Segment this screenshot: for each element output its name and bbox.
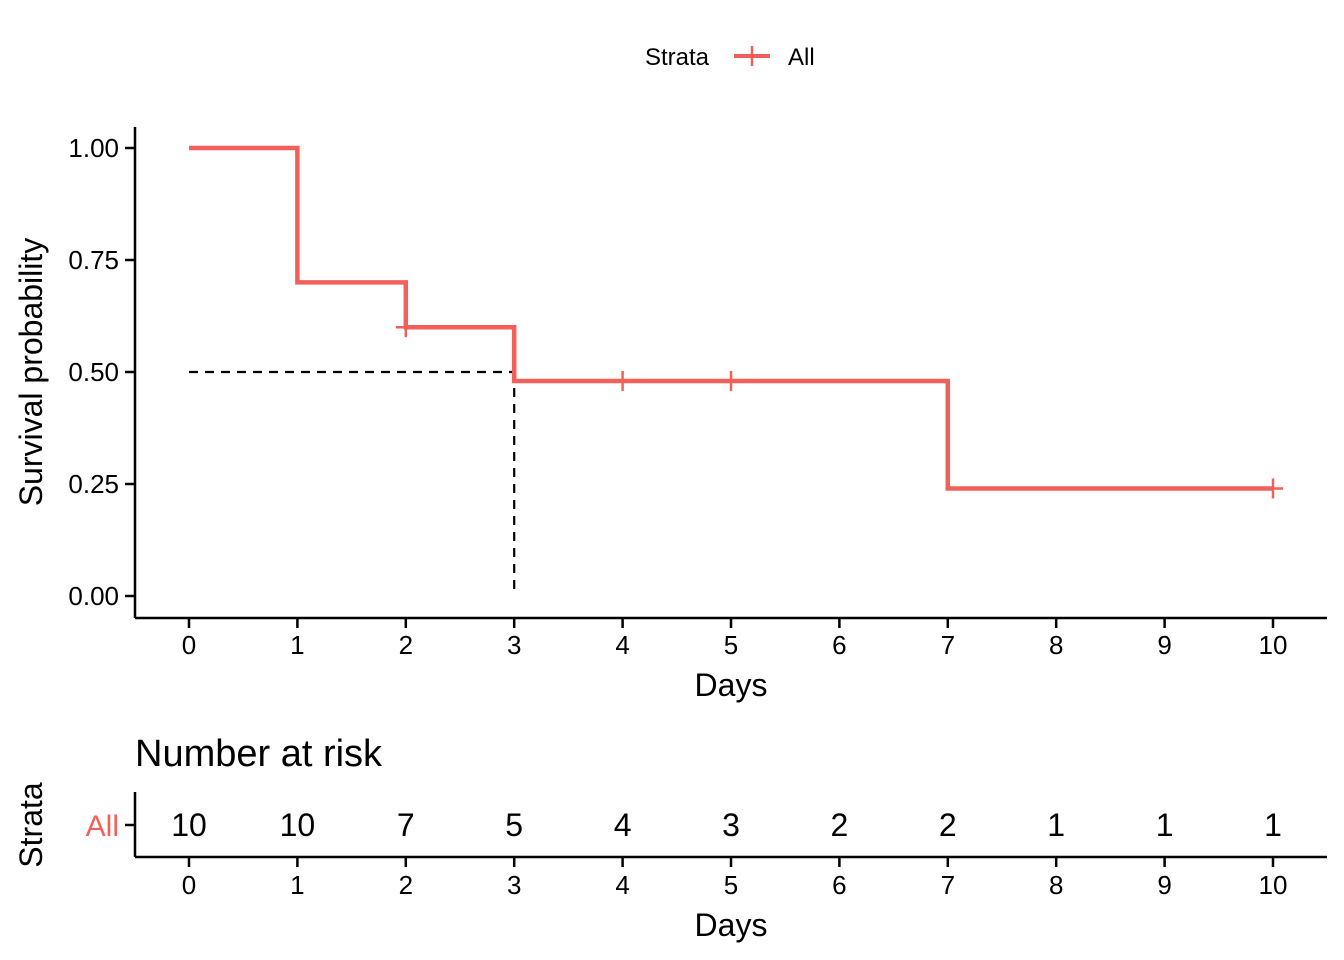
risk-value: 4 [614, 807, 632, 843]
risk-y-axis-title: Strata [13, 782, 49, 868]
risk-x-tick-label: 0 [182, 870, 196, 900]
risk-value: 10 [171, 807, 207, 843]
risk-table-rows: All 10 10 7 5 4 3 2 2 1 1 1 [86, 807, 1282, 843]
risk-x-tick-label: 5 [724, 870, 738, 900]
y-axis-ticks: 0.00 0.25 0.50 0.75 1.00 [68, 133, 135, 611]
risk-x-axis-ticks: 0 1 2 3 4 5 6 7 8 9 10 [182, 857, 1288, 900]
y-tick-label: 1.00 [68, 133, 119, 163]
survival-plot: 0.00 0.25 0.50 0.75 1.00 0 1 2 3 4 5 6 7 8 9 10 Days S… [13, 127, 1327, 703]
legend-label: All [788, 44, 815, 71]
risk-value: 5 [505, 807, 523, 843]
x-tick-label: 2 [399, 630, 413, 660]
risk-value: 7 [397, 807, 415, 843]
median-survival-lines [189, 370, 516, 596]
legend: Strata All [645, 44, 815, 71]
risk-table: Number at risk All 10 10 7 5 4 3 2 2 1 1 1 0 1 2 3 4 5 6 7… [13, 733, 1327, 943]
risk-table-title: Number at risk [135, 733, 383, 775]
x-tick-label: 10 [1259, 630, 1288, 660]
risk-value: 2 [831, 807, 849, 843]
risk-x-tick-label: 6 [832, 870, 846, 900]
risk-value: 1 [1047, 807, 1065, 843]
risk-value: 1 [1264, 807, 1282, 843]
x-tick-label: 4 [615, 630, 629, 660]
y-axis-title: Survival probability [13, 238, 49, 507]
censor-mark [721, 370, 741, 391]
x-tick-label: 5 [724, 630, 738, 660]
risk-x-tick-label: 10 [1259, 870, 1288, 900]
x-axis-ticks: 0 1 2 3 4 5 6 7 8 9 10 [182, 618, 1288, 660]
x-tick-label: 7 [941, 630, 955, 660]
x-tick-label: 0 [182, 630, 196, 660]
y-tick-label: 0.25 [68, 469, 119, 499]
risk-x-tick-label: 3 [507, 870, 521, 900]
censor-mark [1263, 478, 1283, 499]
risk-x-tick-label: 8 [1049, 870, 1063, 900]
x-tick-label: 3 [507, 630, 521, 660]
y-tick-label: 0.75 [68, 245, 119, 275]
x-axis-title: Days [695, 667, 768, 703]
risk-x-tick-label: 7 [941, 870, 955, 900]
risk-x-tick-label: 2 [399, 870, 413, 900]
risk-value: 3 [722, 807, 740, 843]
y-tick-label: 0.50 [68, 357, 119, 387]
risk-x-axis-title: Days [695, 907, 768, 943]
risk-value: 1 [1156, 807, 1174, 843]
series-group [189, 145, 1283, 499]
risk-x-tick-label: 1 [290, 870, 304, 900]
x-tick-label: 9 [1157, 630, 1171, 660]
y-tick-label: 0.00 [68, 581, 119, 611]
x-tick-label: 8 [1049, 630, 1063, 660]
x-tick-label: 1 [290, 630, 304, 660]
risk-x-tick-label: 4 [615, 870, 629, 900]
censor-mark [395, 317, 416, 338]
legend-title: Strata [645, 44, 710, 71]
risk-x-tick-label: 9 [1157, 870, 1171, 900]
x-tick-label: 6 [832, 630, 846, 660]
risk-row-label: All [86, 810, 119, 843]
survival-curve-all [189, 145, 1273, 491]
censor-mark [612, 370, 633, 391]
risk-value: 2 [939, 807, 957, 843]
risk-value: 10 [280, 807, 316, 843]
